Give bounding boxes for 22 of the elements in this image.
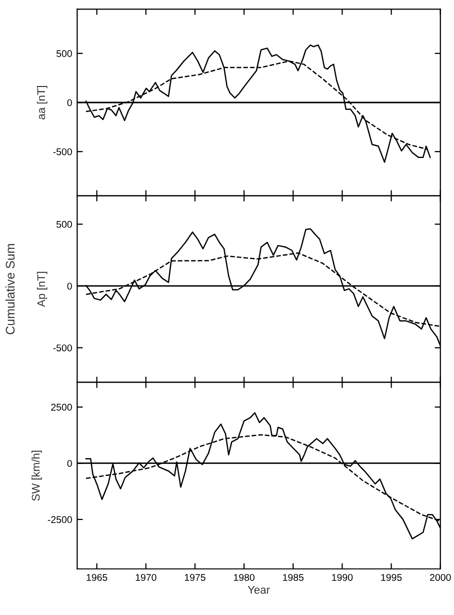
y-tick-label: 0 <box>67 99 72 106</box>
x-tick-label: 1990 <box>332 574 353 581</box>
y-axis-title: aa [nT] <box>36 86 48 120</box>
x-tick-label: 1970 <box>136 574 156 581</box>
x-tick-label: 1975 <box>184 574 206 581</box>
y-tick-label: 500 <box>56 50 72 58</box>
y-tick-label: -500 <box>53 344 72 352</box>
y-tick-label: -2500 <box>48 516 72 524</box>
y-tick-label: 0 <box>67 460 72 467</box>
x-axis-title: Year <box>248 586 270 594</box>
x-tick-label: 1965 <box>86 574 108 581</box>
y-tick-label: -500 <box>53 148 72 156</box>
y-axis-title: SW [km/h] <box>32 450 42 501</box>
y-tick-label: 500 <box>56 220 72 228</box>
y-tick-label: 2500 <box>51 404 72 411</box>
y-axis-title: Ap [nT] <box>36 272 48 307</box>
y-tick-label: 0 <box>67 282 72 290</box>
x-tick-label: 1985 <box>283 574 304 581</box>
text: Cumulative Sum <box>5 244 15 334</box>
x-tick-label: 2000 <box>430 574 451 581</box>
x-tick-label: 1980 <box>234 574 254 581</box>
x-tick-label: 1995 <box>381 574 402 581</box>
